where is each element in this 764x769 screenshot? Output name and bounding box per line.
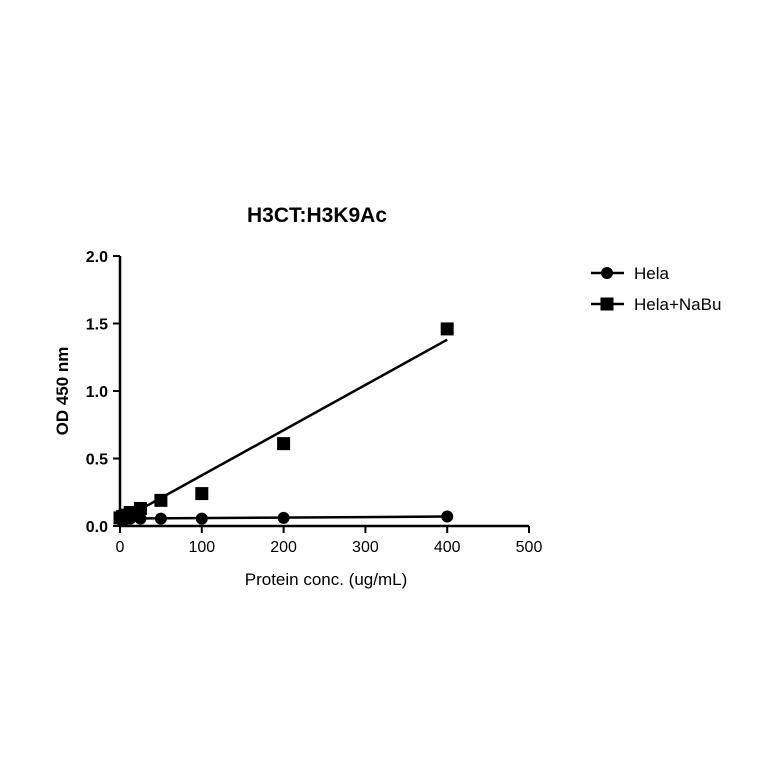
fit-line-hela-nabu <box>119 338 448 522</box>
data-point-hela-nabu <box>133 501 147 515</box>
y-tick-label: 2.0 <box>86 249 108 266</box>
legend-label-hela-nabu: Hela+NaBu <box>634 295 721 314</box>
data-point-hela-nabu <box>440 322 454 336</box>
x-axis-label: Protein conc. (ug/mL) <box>245 570 408 589</box>
y-tick-label: 0.5 <box>86 452 108 469</box>
x-tick-label: 400 <box>434 539 461 556</box>
y-tick-label: 1.5 <box>86 317 108 334</box>
x-tick-label: 200 <box>270 539 297 556</box>
x-tick-label: 0 <box>116 539 125 556</box>
x-tick-label: 100 <box>188 539 215 556</box>
legend-label-hela: Hela <box>634 264 670 283</box>
legend-marker-hela <box>601 267 613 279</box>
data-point-hela-nabu <box>154 493 168 507</box>
data-point-hela <box>195 512 208 525</box>
legend-marker-hela-nabu <box>600 297 614 311</box>
data-point-hela-nabu <box>277 437 291 451</box>
data-point-hela <box>277 511 290 524</box>
y-axis-label: OD 450 nm <box>53 347 72 436</box>
chart-title: H3CT:H3K9Ac <box>247 204 387 227</box>
data-point-hela-nabu <box>123 506 137 519</box>
data-point-hela-nabu <box>195 487 209 501</box>
y-tick-label: 0.0 <box>86 519 108 536</box>
data-point-hela <box>154 512 167 525</box>
x-tick-label: 500 <box>516 539 543 556</box>
data-point-hela <box>441 510 454 523</box>
x-tick-label: 300 <box>352 539 379 556</box>
y-tick-label: 1.0 <box>86 384 108 401</box>
data-point-hela <box>134 512 147 525</box>
